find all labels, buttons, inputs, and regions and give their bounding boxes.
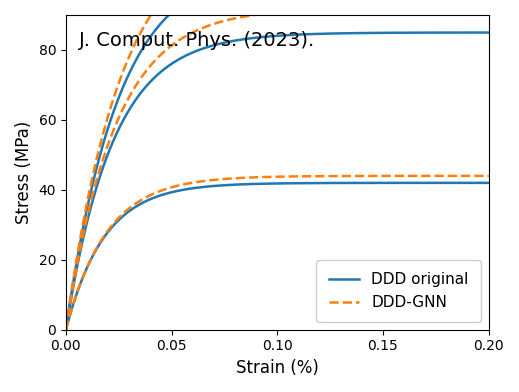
Text: J. Comput. Phys. (2023).: J. Comput. Phys. (2023). bbox=[78, 31, 315, 50]
X-axis label: Strain (%): Strain (%) bbox=[236, 359, 319, 377]
DDD-GNN bbox=[63, 327, 69, 332]
DDD original bbox=[63, 327, 69, 332]
Line: DDD-GNN: DDD-GNN bbox=[66, 0, 489, 330]
Line: DDD original: DDD original bbox=[66, 0, 489, 330]
Y-axis label: Stress (MPa): Stress (MPa) bbox=[15, 121, 33, 224]
Legend: DDD original, DDD-GNN: DDD original, DDD-GNN bbox=[317, 260, 481, 322]
